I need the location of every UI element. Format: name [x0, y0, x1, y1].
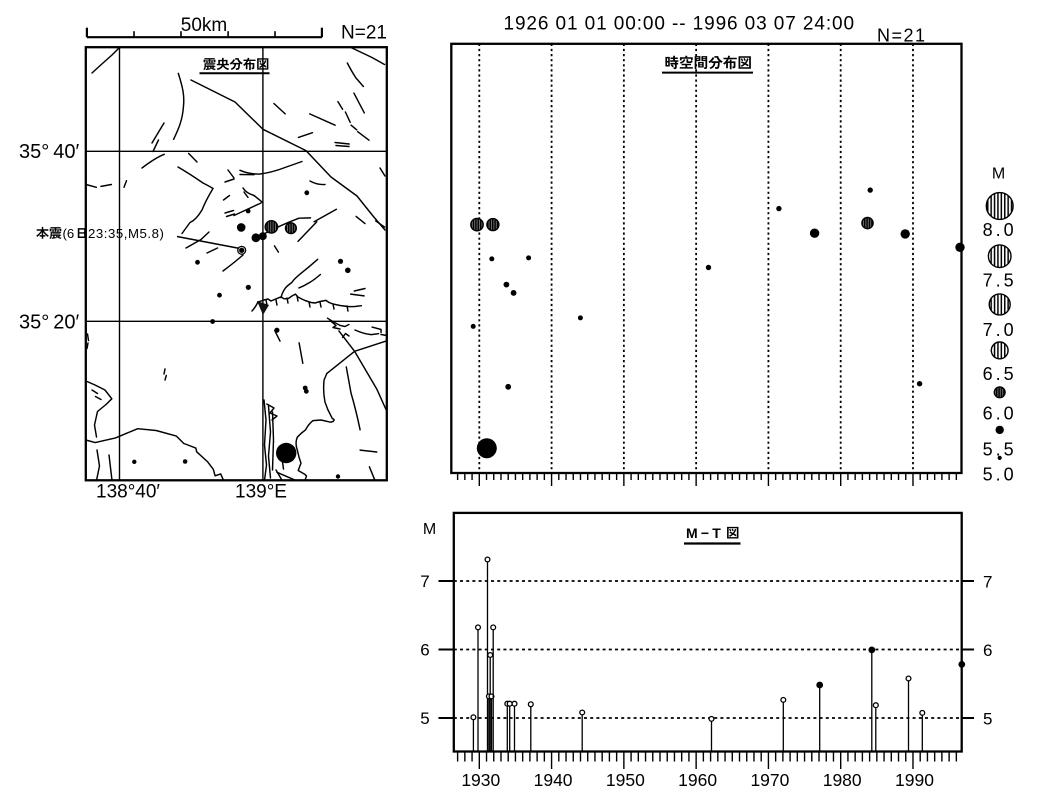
svg-text:6.5: 6.5 [983, 364, 1017, 384]
svg-text:5: 5 [420, 709, 429, 728]
svg-text:1990: 1990 [895, 770, 934, 790]
svg-text:5: 5 [983, 710, 992, 729]
svg-text:7.0: 7.0 [983, 320, 1017, 340]
svg-text:1970: 1970 [750, 770, 789, 790]
svg-text:6: 6 [983, 641, 992, 660]
svg-text:7.5: 7.5 [983, 271, 1017, 291]
svg-text:N=21: N=21 [341, 23, 387, 44]
svg-text:1940: 1940 [534, 770, 573, 790]
svg-text:5.0: 5.0 [983, 465, 1017, 485]
svg-text:M: M [423, 521, 436, 538]
svg-text:35° 20′: 35° 20′ [19, 312, 79, 334]
svg-text:1930: 1930 [461, 770, 500, 790]
svg-text:7: 7 [983, 573, 992, 592]
svg-text:1960: 1960 [678, 770, 717, 790]
svg-text:35° 40′: 35° 40′ [19, 141, 79, 163]
svg-text:(6: (6 [63, 226, 75, 241]
svg-text:6: 6 [420, 641, 429, 660]
svg-text:N=21: N=21 [877, 26, 927, 46]
svg-text:M−T: M−T [686, 525, 724, 541]
svg-text:23:35,M5.8): 23:35,M5.8) [88, 226, 164, 241]
svg-text:1980: 1980 [823, 770, 862, 790]
svg-text:1926 01 01 00:00 -- 1996 03 07: 1926 01 01 00:00 -- 1996 03 07 24:00 [504, 14, 855, 35]
svg-text:1950: 1950 [606, 770, 645, 790]
svg-text:138°40′: 138°40′ [96, 482, 160, 503]
svg-text:50km: 50km [181, 15, 227, 36]
svg-text:8.0: 8.0 [983, 220, 1017, 240]
svg-text:M: M [992, 166, 1005, 183]
svg-text:5.5: 5.5 [983, 440, 1017, 460]
svg-text:6.0: 6.0 [983, 404, 1017, 424]
svg-text:7: 7 [420, 572, 429, 591]
svg-text:139°E: 139°E [235, 482, 287, 503]
